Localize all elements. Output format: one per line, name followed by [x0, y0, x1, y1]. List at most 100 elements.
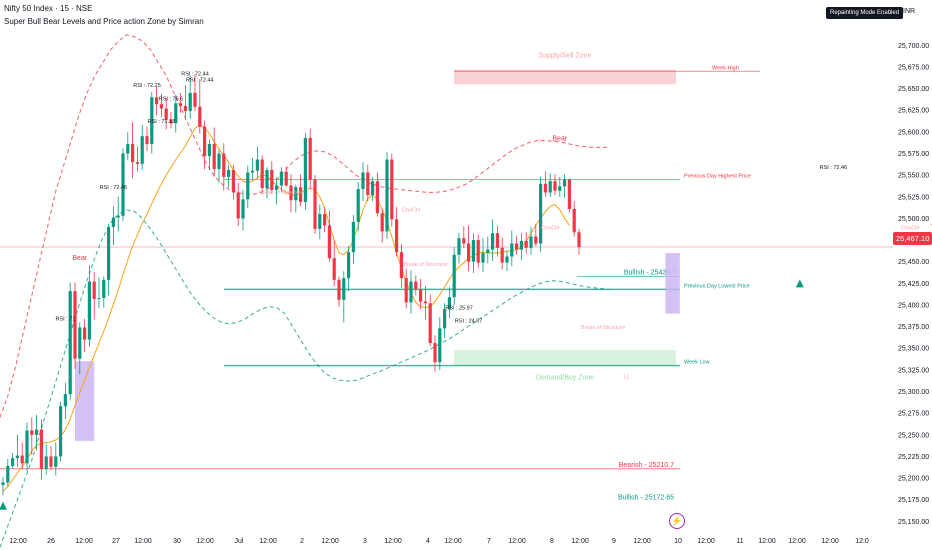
candle-body [203, 126, 207, 157]
last-price-tag: 25,467.10 [893, 232, 932, 245]
y-tick-label: 25,375.00 [898, 324, 929, 331]
candle-body [572, 208, 576, 233]
candle-body [188, 92, 192, 112]
candle-body [159, 104, 163, 109]
annotation: RSI : 72.25 [133, 83, 161, 89]
candle-body [140, 136, 144, 164]
shaded-box [665, 253, 680, 314]
y-axis: 25,150.00 25,175.00 25,200.00 25,225.00 25,2… [898, 43, 929, 526]
y-tick-label: 25,500.00 [898, 216, 929, 223]
candle-body [183, 105, 187, 112]
y-tick-label: 25,525.00 [898, 194, 929, 201]
candle-body [102, 279, 106, 299]
candle-body [380, 213, 384, 232]
candle-body [179, 103, 183, 106]
x-tick-label: 12:00 [788, 538, 806, 545]
y-tick-label: 25,700.00 [898, 43, 929, 50]
zone-label: Supply/Sell Zone [539, 53, 592, 60]
candles [1, 73, 581, 496]
candle-body [174, 103, 178, 124]
y-tick-label: 25,675.00 [898, 64, 929, 71]
candle-body [342, 278, 346, 300]
level-label: Bearish - 25210.7 [619, 462, 674, 469]
candle-body [351, 221, 355, 253]
x-tick-label: 8 [550, 538, 554, 545]
candle-body [155, 97, 159, 105]
candle-body [54, 456, 58, 467]
level-label: Bullish - 25172.65 [618, 495, 674, 502]
candle-body [11, 458, 15, 466]
candle-body [294, 187, 298, 201]
annotation: ChoCH [901, 226, 919, 232]
x-tick-label: 2 [300, 538, 304, 545]
y-tick-label: 25,200.00 [898, 476, 929, 483]
x-tick-label: 12:00 [75, 538, 93, 545]
candle-body [323, 214, 327, 226]
candle-body [447, 297, 451, 310]
x-tick-label: 3 [363, 538, 367, 545]
candle-body [414, 281, 418, 290]
level-label: Week Low [684, 360, 710, 366]
currency-label[interactable]: INR [903, 8, 916, 15]
annotation: RSI : 25.97 [445, 305, 473, 311]
candle-body [198, 106, 202, 127]
candle-body [337, 279, 341, 300]
buy-signal [795, 279, 804, 288]
candle-body [409, 281, 413, 303]
candle-body [332, 258, 336, 280]
candle-body [548, 181, 552, 193]
lightning-icon[interactable]: ⚡ [669, 513, 685, 529]
annotation: RSI : 72.46 [820, 165, 848, 171]
candle-body [524, 240, 528, 248]
x-tick-label: 11 [736, 538, 743, 545]
lower-envelope [0, 209, 610, 548]
y-tick-label: 25,300.00 [898, 389, 929, 396]
candle-body [423, 301, 427, 304]
annotation: Bear [552, 136, 567, 143]
annotation: RSI : 72.44 [186, 78, 214, 84]
x-tick-label: 30 [173, 538, 181, 545]
candle-body [486, 249, 490, 254]
x-tick-label: 12:00 [321, 538, 339, 545]
y-tick-label: 25,550.00 [898, 173, 929, 180]
annotation: LL [624, 375, 630, 381]
candle-body [59, 406, 63, 457]
candle-body [452, 254, 456, 298]
candle-body [577, 232, 581, 247]
y-tick-label: 25,450.00 [898, 259, 929, 266]
y-tick-label: 25,350.00 [898, 346, 929, 353]
candle-body [97, 298, 101, 299]
y-tick-label: 25,425.00 [898, 281, 929, 288]
candle-body [457, 238, 461, 255]
candle-body [265, 169, 269, 189]
annotation: RSI : 72.46 [100, 185, 128, 191]
candle-body [49, 456, 53, 467]
candle-body [390, 159, 394, 220]
candle-body [471, 240, 475, 262]
symbol-title: Nifty 50 Index · 15 · NSE [4, 4, 93, 13]
candle-body [399, 252, 403, 279]
candle-body [78, 327, 82, 359]
candle-body [255, 159, 259, 171]
candle-body [327, 225, 331, 259]
annotation: RSI : 75.6 [159, 97, 183, 103]
annotation: Bear [72, 255, 87, 262]
candle-body [462, 238, 466, 244]
x-tick-label: 7 [487, 538, 491, 545]
candle-body [145, 136, 149, 144]
level-label: Bullish - 25433.7 [624, 269, 676, 276]
y-tick-label: 25,275.00 [898, 411, 929, 418]
candle-body [121, 153, 125, 216]
candle-body [111, 217, 115, 228]
candle-body [299, 187, 303, 202]
candle-body [169, 119, 173, 124]
candle-body [313, 179, 317, 229]
annotation: Break of Structure [581, 325, 625, 331]
candle-body [361, 172, 365, 189]
candle-body [164, 108, 168, 120]
x-axis: 12:00 26 12:00 27 12:00 30 12:00 Jul 12:00 2 12:00… [9, 538, 869, 545]
annotation: ChoCH [402, 207, 420, 213]
y-tick-label: 25,600.00 [898, 129, 929, 136]
candle-body [39, 429, 43, 469]
